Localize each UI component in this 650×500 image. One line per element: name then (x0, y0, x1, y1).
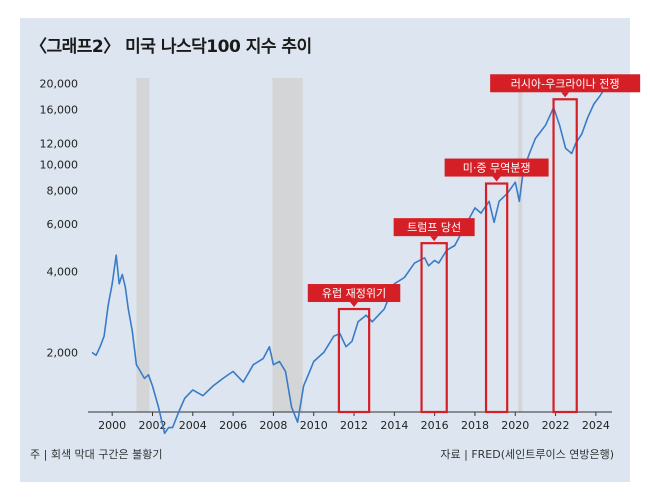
footnote: 주 | 회색 막대 구간은 불황기 (30, 448, 163, 461)
y-tick-label: 20,000 (40, 78, 79, 91)
x-tick-label: 2014 (380, 419, 408, 432)
x-tick-label: 2020 (501, 419, 529, 432)
x-tick-label: 2018 (461, 419, 489, 432)
x-tick-label: 2008 (259, 419, 287, 432)
x-tick-label: 2004 (179, 419, 207, 432)
annotation-label: 미·중 무역분쟁 (463, 162, 531, 175)
recession-bar (136, 78, 150, 412)
y-tick-label: 2,000 (47, 346, 79, 359)
y-tick-label: 8,000 (47, 185, 79, 198)
annotation: 러시아-우크라이나 전쟁 (490, 74, 641, 414)
annotation-label-bg (490, 74, 641, 93)
annotation: 미·중 무역분쟁 (444, 158, 549, 414)
y-tick-label: 16,000 (40, 104, 79, 117)
y-tick-label: 10,000 (40, 159, 79, 172)
annotation-label: 러시아-우크라이나 전쟁 (511, 77, 620, 90)
x-tick-label: 2022 (542, 419, 570, 432)
x-tick-label: 2024 (582, 419, 610, 432)
y-tick-label: 4,000 (47, 266, 79, 279)
recession-bar (518, 78, 523, 412)
x-tick-label: 2006 (219, 419, 247, 432)
annotation-label: 트럼프 당선 (407, 221, 461, 234)
annotation: 유럽 재정위기 (307, 284, 401, 414)
annotation-box (552, 98, 578, 414)
annotation-box (420, 242, 448, 414)
recession-bar (272, 78, 303, 412)
annotation: 트럼프 당선 (393, 218, 475, 414)
annotation-label-bg (307, 284, 401, 303)
annotation-pointer (561, 92, 570, 98)
annotation-pointer (430, 236, 439, 242)
chart-title: 〈그래프2〉 미국 나스닥100 지수 추이 (30, 37, 312, 57)
annotation-box (484, 182, 509, 414)
annotation-pointer (492, 176, 501, 182)
annotation-box (337, 307, 371, 414)
source-note: 자료 | FRED(세인트루이스 연방은행) (440, 448, 614, 461)
annotation-label: 유럽 재정위기 (322, 286, 386, 300)
y-tick-label: 12,000 (40, 137, 79, 150)
recession-layer (136, 78, 523, 412)
y-tick-label: 6,000 (47, 218, 79, 231)
annotation-label-bg (393, 218, 475, 237)
x-tick-label: 2002 (138, 419, 166, 432)
annotation-layer: 유럽 재정위기 트럼프 당선 미·중 무역분쟁 러시아-우크라이나 전쟁 (307, 74, 641, 414)
x-tick-label: 2012 (340, 419, 368, 432)
x-tick-label: 2016 (421, 419, 449, 432)
nasdaq100-line (91, 78, 611, 435)
annotation-pointer (350, 302, 359, 308)
annotation-label-bg (444, 158, 549, 177)
x-tick-label: 2000 (98, 419, 126, 432)
x-tick-label: 2010 (300, 419, 328, 432)
series-layer (91, 78, 611, 435)
axis-layer: 2,000 4,000 6,000 8,000 10,000 12,000 16,000 20… (40, 78, 612, 432)
chart-card (20, 18, 630, 482)
